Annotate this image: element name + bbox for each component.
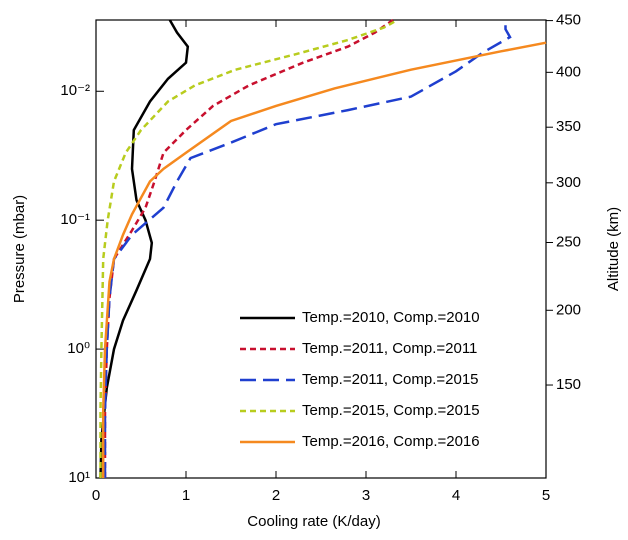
y2-tick-label: 400 xyxy=(556,63,581,80)
y2-tick-label: 350 xyxy=(556,118,581,135)
x-tick-label: 0 xyxy=(92,487,100,504)
data-line xyxy=(101,41,547,478)
x-tick-label: 2 xyxy=(272,487,280,504)
data-line xyxy=(99,19,190,479)
legend-label: Temp.=2011, Comp.=2015 xyxy=(302,371,479,388)
y-tick-label: 10¹ xyxy=(68,469,90,486)
y-axis-label: Pressure (mbar) xyxy=(11,195,28,303)
legend-label: Temp.=2016, Comp.=2016 xyxy=(302,433,480,450)
y2-tick-label: 450 xyxy=(556,12,581,29)
x-tick-label: 1 xyxy=(182,487,190,504)
data-line xyxy=(99,18,399,478)
plot-frame xyxy=(95,19,547,479)
y2-tick-label: 300 xyxy=(556,174,581,191)
y-tick-label: 10⁰ xyxy=(67,340,90,357)
legend-label: Temp.=2010, Comp.=2010 xyxy=(302,309,480,326)
y2-tick-label: 200 xyxy=(556,301,581,318)
y-tick-label: 10⁻¹ xyxy=(60,211,90,228)
x-axis-label: Cooling rate (K/day) xyxy=(247,513,380,530)
legend-label: Temp.=2011, Comp.=2011 xyxy=(302,340,477,357)
y2-axis-label: Altitude (km) xyxy=(605,207,622,291)
x-tick-label: 3 xyxy=(362,487,370,504)
x-tick-label: 4 xyxy=(452,487,460,504)
y2-tick-label: 250 xyxy=(556,233,581,250)
y2-tick-label: 150 xyxy=(556,376,581,393)
y-tick-label: 10⁻² xyxy=(60,82,90,99)
legend-label: Temp.=2015, Comp.=2015 xyxy=(302,402,480,419)
x-tick-label: 5 xyxy=(542,487,550,504)
data-line xyxy=(103,18,394,478)
